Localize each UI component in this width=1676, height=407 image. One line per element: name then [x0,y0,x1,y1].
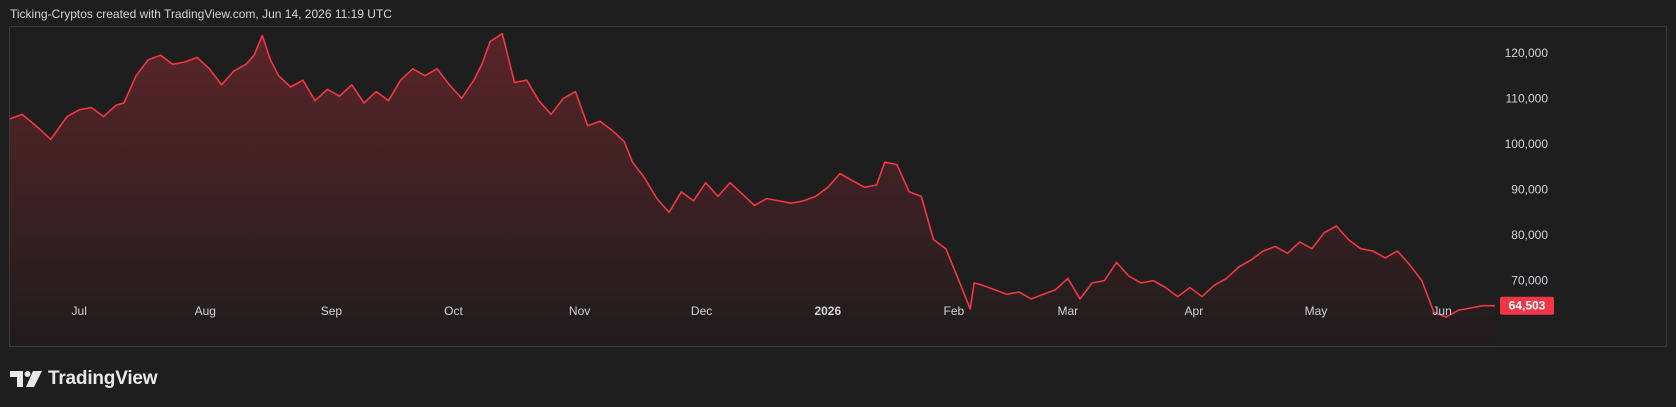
x-tick-label: Jul [72,304,87,318]
y-tick-label: 80,000 [1511,228,1548,242]
x-tick-label: Nov [569,304,590,318]
y-tick-label: 100,000 [1505,137,1549,151]
x-tick-label: Aug [195,304,216,318]
x-tick-label: Sep [321,304,343,318]
last-price-label: 64,503 [1509,299,1546,313]
plot-frame [9,26,1667,347]
y-tick-label: 120,000 [1505,46,1549,60]
x-tick-label: Mar [1057,304,1078,318]
tradingview-brand[interactable]: TradingView [10,367,158,391]
x-tick-label: 2026 [814,304,841,318]
x-tick-label: Dec [691,304,712,318]
x-tick-label: Feb [944,304,965,318]
price-area-fill [10,33,1495,346]
x-tick-label: Jun [1432,304,1451,318]
y-tick-label: 90,000 [1511,183,1548,197]
y-axis: 70,000 80,000 90,000 100,000 110,000 120,000 [1505,46,1549,288]
y-tick-label: 110,000 [1506,91,1549,105]
x-tick-label: May [1305,304,1328,318]
chart-header-text: Ticking-Cryptos created with TradingView… [10,7,392,21]
x-tick-label: Oct [444,304,463,318]
x-axis: Jul Aug Sep Oct Nov Dec 2026 Feb Mar Apr May Jun [72,304,1452,318]
x-tick-label: Apr [1185,304,1204,318]
price-line[interactable] [9,32,1495,318]
last-price-badge [1500,296,1554,315]
tradingview-logo-icon [10,371,42,387]
tradingview-wordmark: TradingView [48,368,158,389]
y-tick-label: 70,000 [1511,274,1548,288]
